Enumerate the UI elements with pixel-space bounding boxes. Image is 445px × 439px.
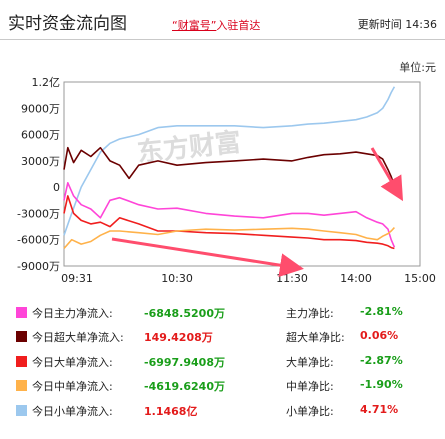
x-tick-label: 11:30 [276, 272, 308, 285]
update-time-value: 14:36 [405, 18, 437, 31]
ratio-value-mid: -1.90% [360, 378, 403, 391]
series-line-mid [63, 227, 395, 250]
unit-label: 单位:元 [399, 61, 436, 74]
promo-link-quoted[interactable]: “财富号” [172, 19, 217, 32]
ratio-value-big: -2.87% [360, 354, 403, 367]
legend-swatch-mid [16, 380, 27, 391]
annotation-arrow-2 [370, 147, 404, 202]
plot-frame [63, 81, 421, 267]
x-tick-label: 09:31 [61, 272, 93, 285]
legend-swatch-main [16, 307, 27, 318]
y-tick-label: 9000万 [21, 102, 60, 115]
fund-flow-chart: 东方财富 1.2亿9000万6000万3000万0-3000万-6000万-90… [17, 76, 436, 285]
y-tick-label: -9000万 [17, 260, 60, 273]
x-tick-label: 14:00 [340, 272, 372, 285]
legend-value-big: -6997.9408万 [144, 356, 225, 369]
y-tick-label: 6000万 [21, 129, 60, 142]
ratio-label-super: 超大单净比: [286, 331, 345, 344]
y-tick-label: -3000万 [17, 207, 60, 220]
x-tick-label: 15:00 [404, 272, 436, 285]
legend-row-main: 今日主力净流入: -6848.5200万 主力净比: -2.81% [0, 302, 445, 324]
promo-link-text[interactable]: 入驻首达 [216, 19, 261, 32]
ratio-label-mid: 中单净比: [286, 380, 334, 393]
x-tick-label: 10:30 [161, 272, 193, 285]
legend-row-mid: 今日中单净流入: -4619.6240万 中单净比: -1.90% [0, 375, 445, 397]
update-time: 更新时间 14:36 [358, 16, 437, 32]
legend-value-mid: -4619.6240万 [144, 380, 225, 393]
y-tick-label: 3000万 [21, 155, 60, 168]
ratio-label-big: 大单净比: [286, 356, 334, 369]
ratio-value-small: 4.71% [360, 403, 399, 416]
promo-link[interactable]: “财富号”入驻首达 [172, 17, 260, 33]
legend-label-mid: 今日中单净流入: [32, 380, 113, 393]
ratio-label-small: 小单净比: [286, 405, 334, 418]
ratio-label-main: 主力净比: [286, 307, 334, 320]
legend-label-super: 今日超大单净流入: [32, 331, 124, 344]
series-line-main [63, 182, 396, 248]
legend-swatch-super [16, 331, 27, 342]
y-tick-label: 1.2亿 [32, 76, 61, 89]
legend-row-small: 今日小单净流入: 1.1468亿 小单净比: 4.71% [0, 400, 445, 422]
legend-value-main: -6848.5200万 [144, 307, 225, 320]
ratio-value-super: 0.06% [360, 329, 399, 342]
y-tick-label: 0 [53, 181, 60, 194]
series-line-big [63, 195, 395, 250]
legend-swatch-big [16, 356, 27, 367]
legend-label-main: 今日主力净流入: [32, 307, 113, 320]
header-divider [0, 39, 445, 40]
chart-header: 实时资金流向图 “财富号”入驻首达 更新时间 14:36 [0, 0, 445, 40]
legend-value-super: 149.4208万 [144, 331, 213, 344]
y-tick-label: -6000万 [17, 234, 60, 247]
legend-row-big: 今日大单净流入: -6997.9408万 大单净比: -2.87% [0, 351, 445, 373]
series-line-small [63, 86, 396, 236]
legend-label-big: 今日大单净流入: [32, 356, 113, 369]
update-time-label: 更新时间 [357, 18, 402, 31]
legend-value-small: 1.1468亿 [144, 405, 198, 418]
annotation-arrow-1 [111, 237, 304, 278]
legend-label-small: 今日小单净流入: [32, 405, 113, 418]
legend-row-super: 今日超大单净流入: 149.4208万 超大单净比: 0.06% [0, 326, 445, 348]
page-title: 实时资金流向图 [8, 14, 127, 34]
legend-swatch-small [16, 405, 27, 416]
ratio-value-main: -2.81% [360, 305, 403, 318]
